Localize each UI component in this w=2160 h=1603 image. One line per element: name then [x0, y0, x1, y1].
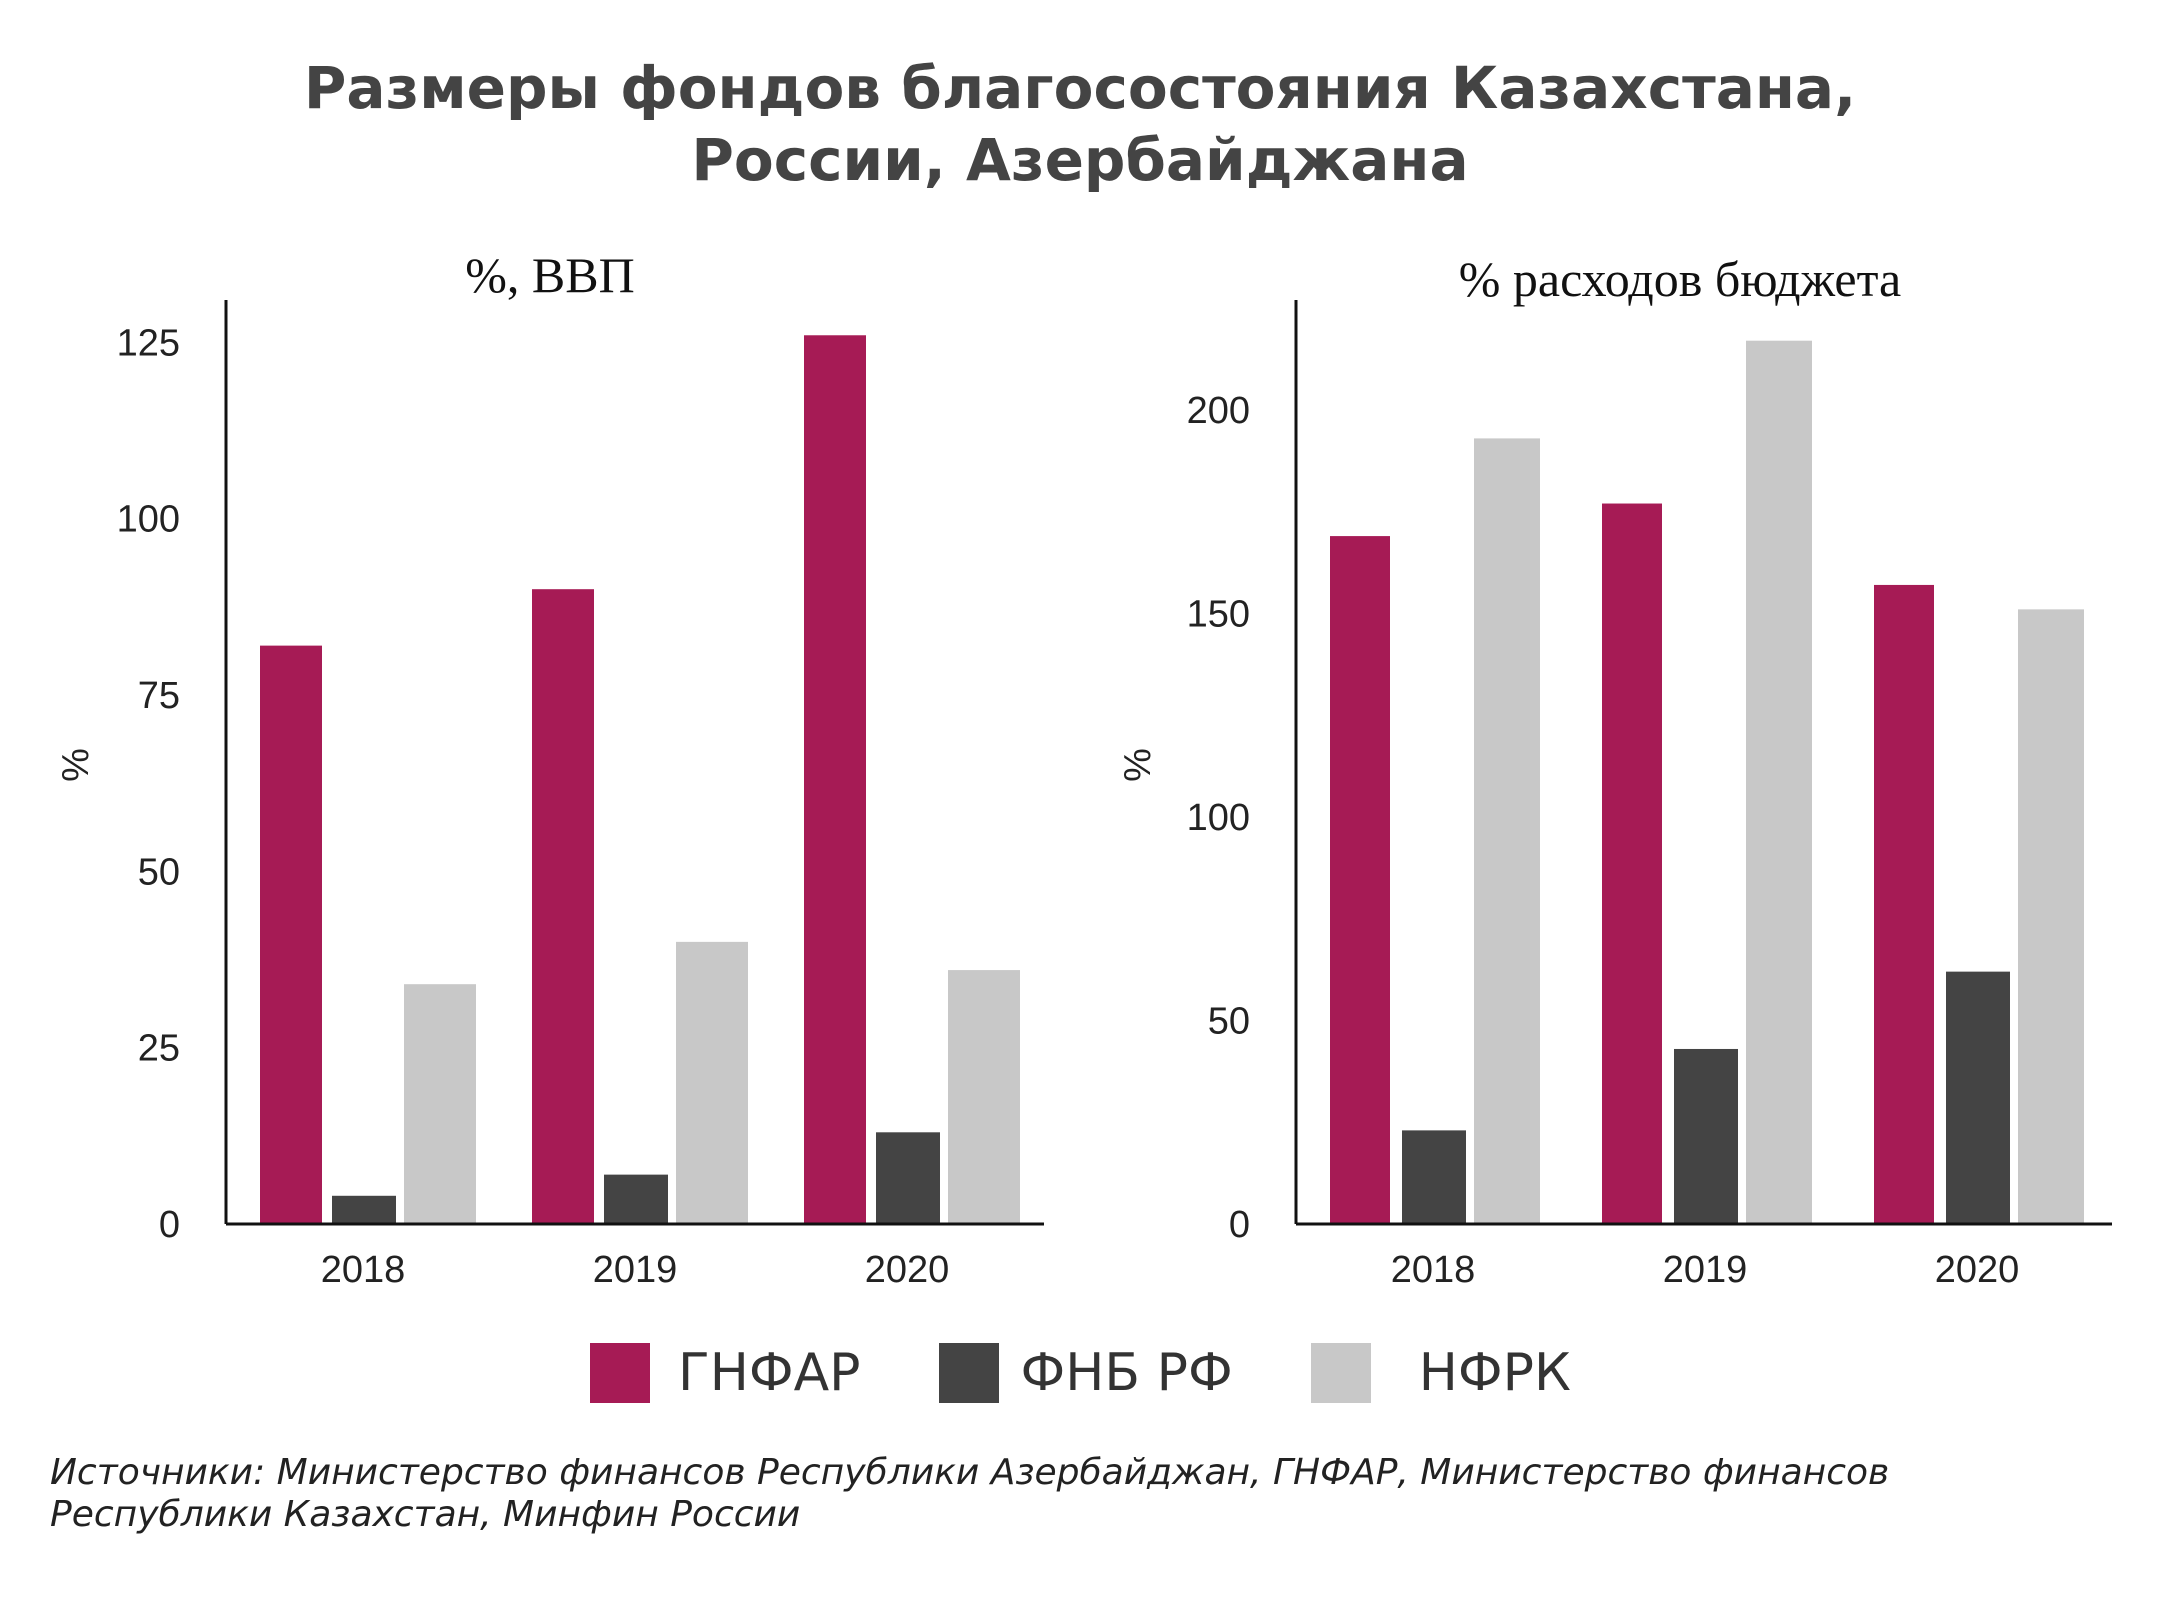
y-tick-label-budget-150: 150 — [1187, 593, 1250, 635]
bar-budget-ГНФАР-2020 — [1874, 584, 1934, 1224]
legend-swatch-fnb — [938, 1343, 999, 1403]
bar-gdp-НФРК-2019 — [676, 941, 748, 1224]
bar-budget-ФНБРФ-2018 — [1402, 1130, 1466, 1224]
bar-gdp-ГНФАР-2018 — [260, 645, 322, 1224]
bar-gdp-НФРК-2020 — [948, 970, 1020, 1224]
bar-gdp-НФРК-2018 — [404, 984, 476, 1224]
bar-gdp-ФНБРФ-2018 — [332, 1195, 396, 1224]
y-tick-label-budget-0: 0 — [1229, 1204, 1250, 1246]
bar-gdp-ФНБРФ-2019 — [604, 1174, 668, 1224]
bar-budget-НФРК-2020 — [2018, 609, 2084, 1224]
bar-gdp-ФНБРФ-2020 — [876, 1132, 940, 1224]
legend: ГНФАР ФНБ РФ НФРК — [590, 1338, 1649, 1408]
source-line-2: Республики Казахстан, Минфин России — [50, 1494, 801, 1535]
x-tick-label-gdp-2020: 2020 — [865, 1249, 950, 1291]
legend-item-gnfar: ГНФАР — [590, 1343, 861, 1403]
source-line-1: Источники: Министерство финансов Республ… — [50, 1452, 1890, 1493]
y-tick-label-budget-100: 100 — [1187, 797, 1250, 839]
chart-title-line-2: России, Азербайджана — [691, 126, 1469, 194]
chart-panel-budget: % расходов бюджета% 0 50 100 150 200 2018 2019 2… — [1117, 251, 2112, 1291]
bar-gdp-ГНФАР-2020 — [804, 335, 866, 1224]
source-note: Источники: Министерство финансов Республ… — [50, 1452, 2110, 1536]
bar-budget-НФРК-2019 — [1746, 340, 1812, 1224]
y-axis-label-gdp: % — [55, 748, 97, 782]
y-tick-label-gdp-75: 75 — [138, 675, 180, 717]
x-tick-label-gdp-2018: 2018 — [321, 1249, 406, 1291]
bar-budget-НФРК-2018 — [1474, 438, 1540, 1224]
legend-item-fnb: ФНБ РФ — [938, 1343, 1233, 1403]
x-tick-label-budget-2019: 2019 — [1663, 1249, 1748, 1291]
y-tick-label-gdp-125: 125 — [117, 322, 180, 364]
bar-budget-ФНБРФ-2019 — [1674, 1048, 1738, 1224]
chart-title: Размеры фондов благосостояния Казахстана… — [0, 52, 2160, 196]
legend-label-nfrk: НФРК — [1418, 1343, 1571, 1403]
legend-swatch-gnfar — [590, 1343, 650, 1403]
bar-gdp-ГНФАР-2019 — [532, 589, 594, 1224]
y-tick-label-budget-200: 200 — [1187, 390, 1250, 432]
y-tick-label-gdp-0: 0 — [159, 1204, 180, 1246]
bar-budget-ГНФАР-2018 — [1330, 536, 1390, 1224]
legend-item-nfrk: НФРК — [1310, 1343, 1571, 1403]
y-tick-label-gdp-25: 25 — [138, 1028, 180, 1070]
legend-label-gnfar: ГНФАР — [678, 1343, 861, 1403]
legend-label-fnb: ФНБ РФ — [1020, 1343, 1233, 1403]
legend-swatch-nfrk — [1310, 1343, 1371, 1403]
x-tick-label-budget-2018: 2018 — [1391, 1249, 1476, 1291]
x-tick-label-budget-2020: 2020 — [1935, 1249, 2020, 1291]
y-tick-label-gdp-100: 100 — [117, 499, 180, 541]
y-tick-label-budget-50: 50 — [1208, 1000, 1250, 1042]
y-axis-label-budget: % — [1117, 748, 1159, 782]
bar-budget-ГНФАР-2019 — [1602, 503, 1662, 1224]
panel-subtitle-budget: % расходов бюджета — [1459, 251, 1902, 307]
y-tick-label-gdp-50: 50 — [138, 851, 180, 893]
chart-title-line-1: Размеры фондов благосостояния Казахстана… — [303, 54, 1857, 122]
chart-panel-gdp: %, ВВП% 0 25 50 75 100 125 2018 2019 2020 — [55, 247, 1044, 1291]
panel-subtitle-gdp: %, ВВП — [465, 247, 634, 303]
bar-budget-ФНБРФ-2020 — [1946, 971, 2010, 1224]
x-tick-label-gdp-2019: 2019 — [593, 1249, 678, 1291]
